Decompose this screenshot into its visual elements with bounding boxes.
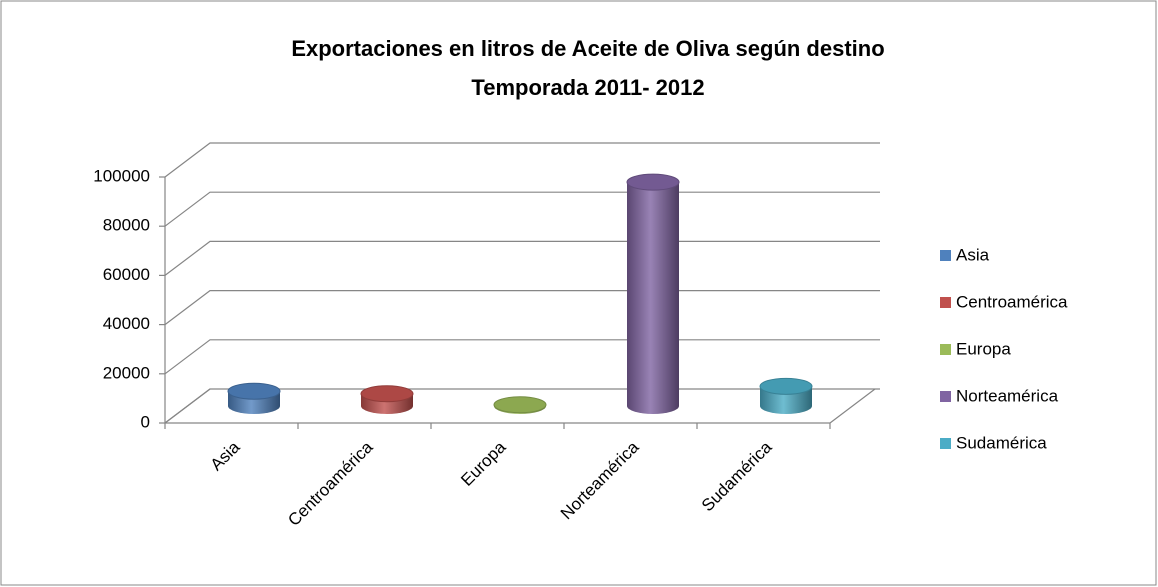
bar-top: [759, 377, 813, 395]
y-tick-label: 100000: [93, 166, 150, 185]
bar: [759, 377, 813, 414]
legend-label: Norteamérica: [956, 386, 1059, 405]
legend-label: Asia: [956, 245, 990, 264]
bar-top: [626, 173, 680, 191]
grid-line: [164, 142, 880, 178]
chart-subtitle: Temporada 2011- 2012: [471, 75, 704, 100]
bar: [227, 382, 281, 414]
legend-label: Sudamérica: [956, 433, 1047, 452]
chart-title: Exportaciones en litros de Aceite de Oli…: [291, 36, 884, 61]
bar-top: [493, 396, 547, 414]
bar: [626, 173, 680, 414]
legend-swatch: [940, 391, 951, 402]
bar: [360, 385, 414, 414]
legend-swatch: [940, 250, 951, 261]
y-tick-label: 80000: [103, 216, 150, 235]
legend-swatch: [940, 438, 951, 449]
legend-swatch: [940, 344, 951, 355]
legend-label: Centroamérica: [956, 292, 1068, 311]
y-tick-label: 60000: [103, 265, 150, 284]
legend-label: Europa: [956, 339, 1011, 358]
bar-top: [360, 385, 414, 403]
bar-top: [227, 382, 281, 400]
y-tick-label: 20000: [103, 363, 150, 382]
y-tick-label: 40000: [103, 314, 150, 333]
y-tick-label: 0: [141, 412, 150, 431]
bar-body: [627, 182, 679, 414]
bar: [493, 396, 547, 414]
legend-swatch: [940, 297, 951, 308]
